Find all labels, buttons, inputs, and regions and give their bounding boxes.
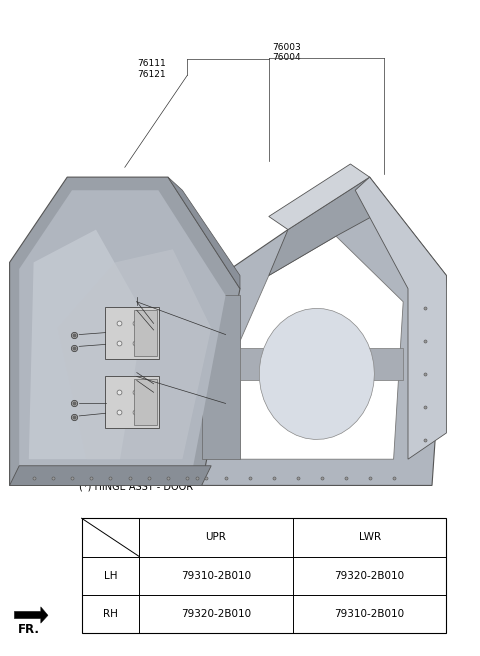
Text: LH: LH: [104, 571, 117, 581]
Text: (*) 79312: (*) 79312: [142, 376, 181, 385]
Text: (*) 79311: (*) 79311: [142, 289, 181, 298]
FancyBboxPatch shape: [134, 310, 157, 356]
Polygon shape: [19, 190, 226, 472]
Text: 79310-2B010: 79310-2B010: [335, 609, 405, 619]
Polygon shape: [240, 236, 403, 459]
Polygon shape: [58, 249, 211, 459]
Polygon shape: [269, 164, 370, 230]
Text: 76111: 76111: [137, 59, 166, 68]
Text: 76003: 76003: [273, 43, 301, 52]
Polygon shape: [269, 177, 384, 276]
FancyBboxPatch shape: [105, 307, 159, 359]
Polygon shape: [14, 607, 48, 623]
Polygon shape: [168, 177, 240, 289]
Text: 79359: 79359: [35, 325, 64, 334]
Text: 76121: 76121: [137, 70, 166, 79]
FancyBboxPatch shape: [134, 379, 157, 424]
Text: RH: RH: [103, 609, 118, 619]
Polygon shape: [10, 466, 211, 485]
Text: FR.: FR.: [18, 623, 40, 636]
Text: 79359B: 79359B: [24, 339, 59, 348]
Text: 76004: 76004: [273, 53, 301, 62]
FancyBboxPatch shape: [105, 376, 159, 428]
Text: 79310-2B010: 79310-2B010: [181, 571, 251, 581]
Text: UPR: UPR: [205, 533, 227, 543]
Text: (*) 79312: (*) 79312: [142, 299, 181, 308]
Text: (*) 79311: (*) 79311: [142, 366, 181, 375]
Text: 79359B: 79359B: [24, 408, 59, 417]
Text: 79320-2B010: 79320-2B010: [181, 609, 251, 619]
Polygon shape: [10, 177, 240, 485]
Polygon shape: [355, 177, 446, 459]
Text: 79359: 79359: [35, 394, 64, 403]
Polygon shape: [240, 348, 403, 380]
Polygon shape: [202, 295, 240, 459]
Text: 79320-2B010: 79320-2B010: [335, 571, 405, 581]
Polygon shape: [259, 308, 374, 440]
Polygon shape: [192, 177, 446, 485]
Bar: [82, 518, 446, 633]
Text: (*) HINGE ASSY - DOOR: (*) HINGE ASSY - DOOR: [79, 482, 193, 492]
Polygon shape: [29, 230, 144, 459]
Text: LWR: LWR: [359, 533, 381, 543]
